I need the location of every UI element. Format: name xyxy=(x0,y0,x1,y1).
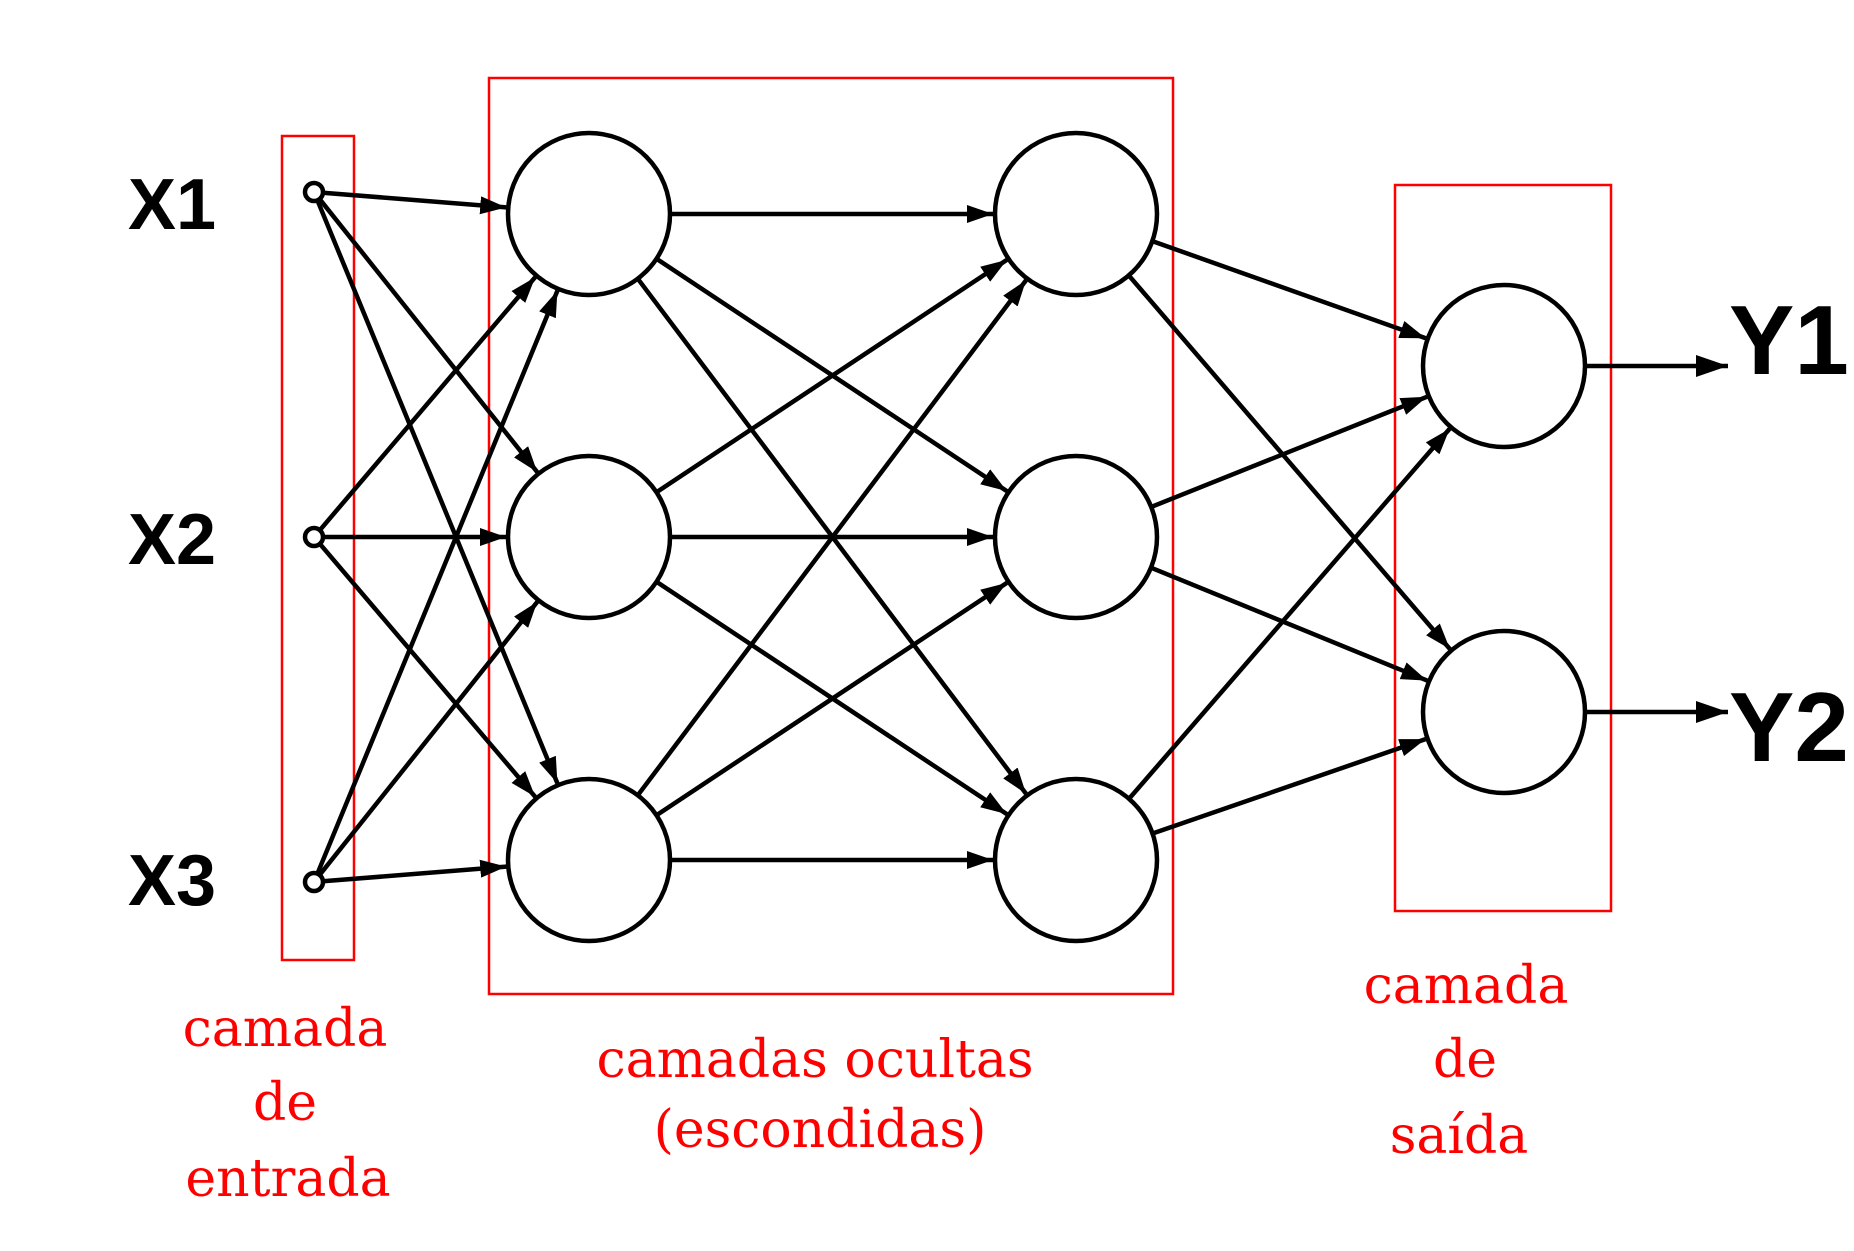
hidden2-neuron-1 xyxy=(992,130,1160,298)
output-layer-caption-line2: de xyxy=(1433,1030,1497,1090)
edge-hidden2-output-3-2 xyxy=(1151,736,1427,836)
edge-hidden2-output-1-2 xyxy=(1127,273,1452,651)
hidden-layers-caption-line2: (escondidas) xyxy=(654,1100,987,1160)
edge-input-hidden1-3-3 xyxy=(322,859,507,884)
output-neuron-2 xyxy=(1420,628,1588,796)
hidden-layers-caption-line1: camadas ocultas xyxy=(596,1030,1033,1090)
hidden1-neuron-2 xyxy=(505,453,673,621)
input-layer-caption-line1: camada xyxy=(183,999,388,1059)
output-neuron-1 xyxy=(1420,282,1588,450)
edge-input-hidden1-2-1 xyxy=(318,275,537,532)
edge-hidden2-output-1-1 xyxy=(1151,238,1427,341)
hidden2-neuron-2 xyxy=(992,453,1160,621)
edge-hidden2-output-2-1 xyxy=(1150,394,1428,510)
edge-input-hidden1-3-1 xyxy=(315,289,560,875)
edge-hidden1-hidden2-2-1 xyxy=(655,258,1009,495)
input-node-x2 xyxy=(302,525,326,549)
edge-hidden1-hidden2-3-1 xyxy=(635,278,1028,797)
edge-input-hidden1-2-3 xyxy=(318,542,537,799)
input-node-x3 xyxy=(302,870,326,894)
hidden1-neuron-3 xyxy=(505,776,673,944)
output-layer-caption-line1: camada xyxy=(1364,956,1569,1016)
input-layer-caption-line3: entrada xyxy=(185,1149,390,1209)
input-layer-caption-line2: de xyxy=(253,1073,317,1133)
input-label-x3: X3 xyxy=(128,841,216,921)
edge-input-hidden1-1-3 xyxy=(315,199,560,785)
hidden2-neuron-3 xyxy=(992,776,1160,944)
edge-hidden2-output-3-1 xyxy=(1127,427,1452,801)
input-label-x2: X2 xyxy=(128,500,216,580)
output-layer-caption-line3: saída xyxy=(1390,1106,1529,1166)
edge-input-hidden1-3-2 xyxy=(317,600,540,877)
edge-input-hidden1-1-2 xyxy=(317,197,540,474)
input-node-x1 xyxy=(302,180,326,204)
input-label-x1: X1 xyxy=(128,165,216,245)
edge-input-hidden1-1-1 xyxy=(322,190,507,215)
output-label-y1: Y1 xyxy=(1729,285,1849,395)
connections xyxy=(315,190,1452,884)
output-label-y2: Y2 xyxy=(1729,672,1849,782)
input-layer-box xyxy=(280,134,356,962)
edge-hidden2-output-2-2 xyxy=(1150,565,1429,683)
hidden1-neuron-1 xyxy=(505,130,673,298)
output-layer-box xyxy=(1393,183,1613,913)
edge-hidden1-hidden2-3-2 xyxy=(655,581,1009,818)
